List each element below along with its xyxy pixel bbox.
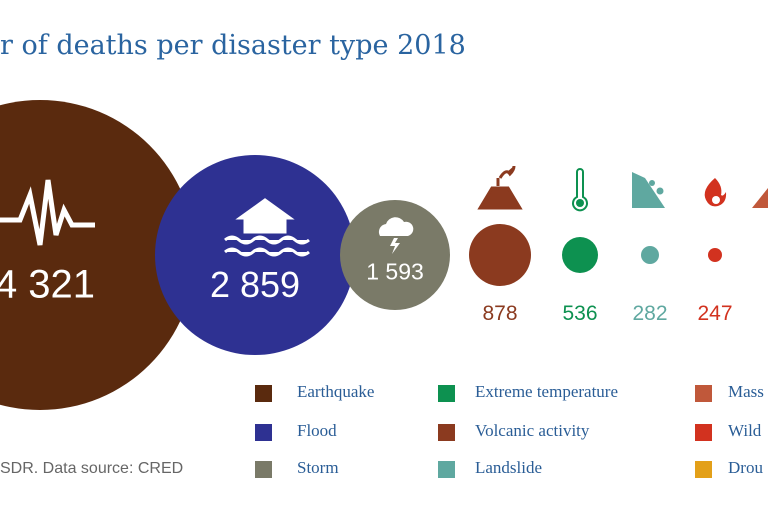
bubble-wildfire [708,248,722,262]
legend-label: Drou [728,458,763,477]
legend-swatch [255,424,272,441]
bubble-extreme-temperature [562,237,598,273]
landslide-rock [649,180,655,186]
bubble-value: 4 321 [0,262,96,307]
bubble-value: 536 [562,302,598,325]
bubble-value: 247 [697,302,733,325]
fire-core [712,196,720,204]
source-note: SDR. Data source: CRED [0,460,184,477]
legend-swatch [438,461,455,478]
legend-label: Volcanic activity [475,421,590,440]
bubble-landslide [641,246,659,264]
thermometer-icon [572,168,588,212]
legend-label: Storm [297,458,339,477]
bubble-value: 282 [632,302,668,325]
legend-swatch [255,461,272,478]
storm-cloud-icon [378,217,414,254]
fire-icon [704,178,727,207]
legend-label: Earthquake [297,382,375,401]
chart-title: r of deaths per disaster type 2018 [0,30,466,61]
bubble-value: 2 859 [209,264,301,305]
legend-swatch [438,424,455,441]
legend-swatch [695,461,712,478]
bubble-flood [155,155,355,355]
bubble-storm [340,200,450,310]
legend-swatch [438,385,455,402]
legend-label: Flood [297,421,337,440]
landslide-rock [656,187,664,195]
bubble-earthquake [0,100,195,410]
legend-swatch [695,385,712,402]
thermometer-bulb [576,199,584,207]
legend-label: Wild [728,421,762,440]
bubble-value: 1 593 [366,258,424,285]
legend-swatch [695,424,712,441]
bubble-volcanic-activity [469,224,531,286]
seismograph-icon [0,179,95,246]
legend-label: Landslide [475,458,543,477]
mass-movement-icon [752,188,768,208]
legend-label: Extreme temperature [475,382,619,401]
legend-swatch [255,385,272,402]
volcano-icon [477,165,523,210]
flood-house-icon [224,198,310,257]
bubble-value: 878 [482,302,518,325]
legend-label: Mass [728,382,764,401]
landslide-icon [632,172,665,208]
